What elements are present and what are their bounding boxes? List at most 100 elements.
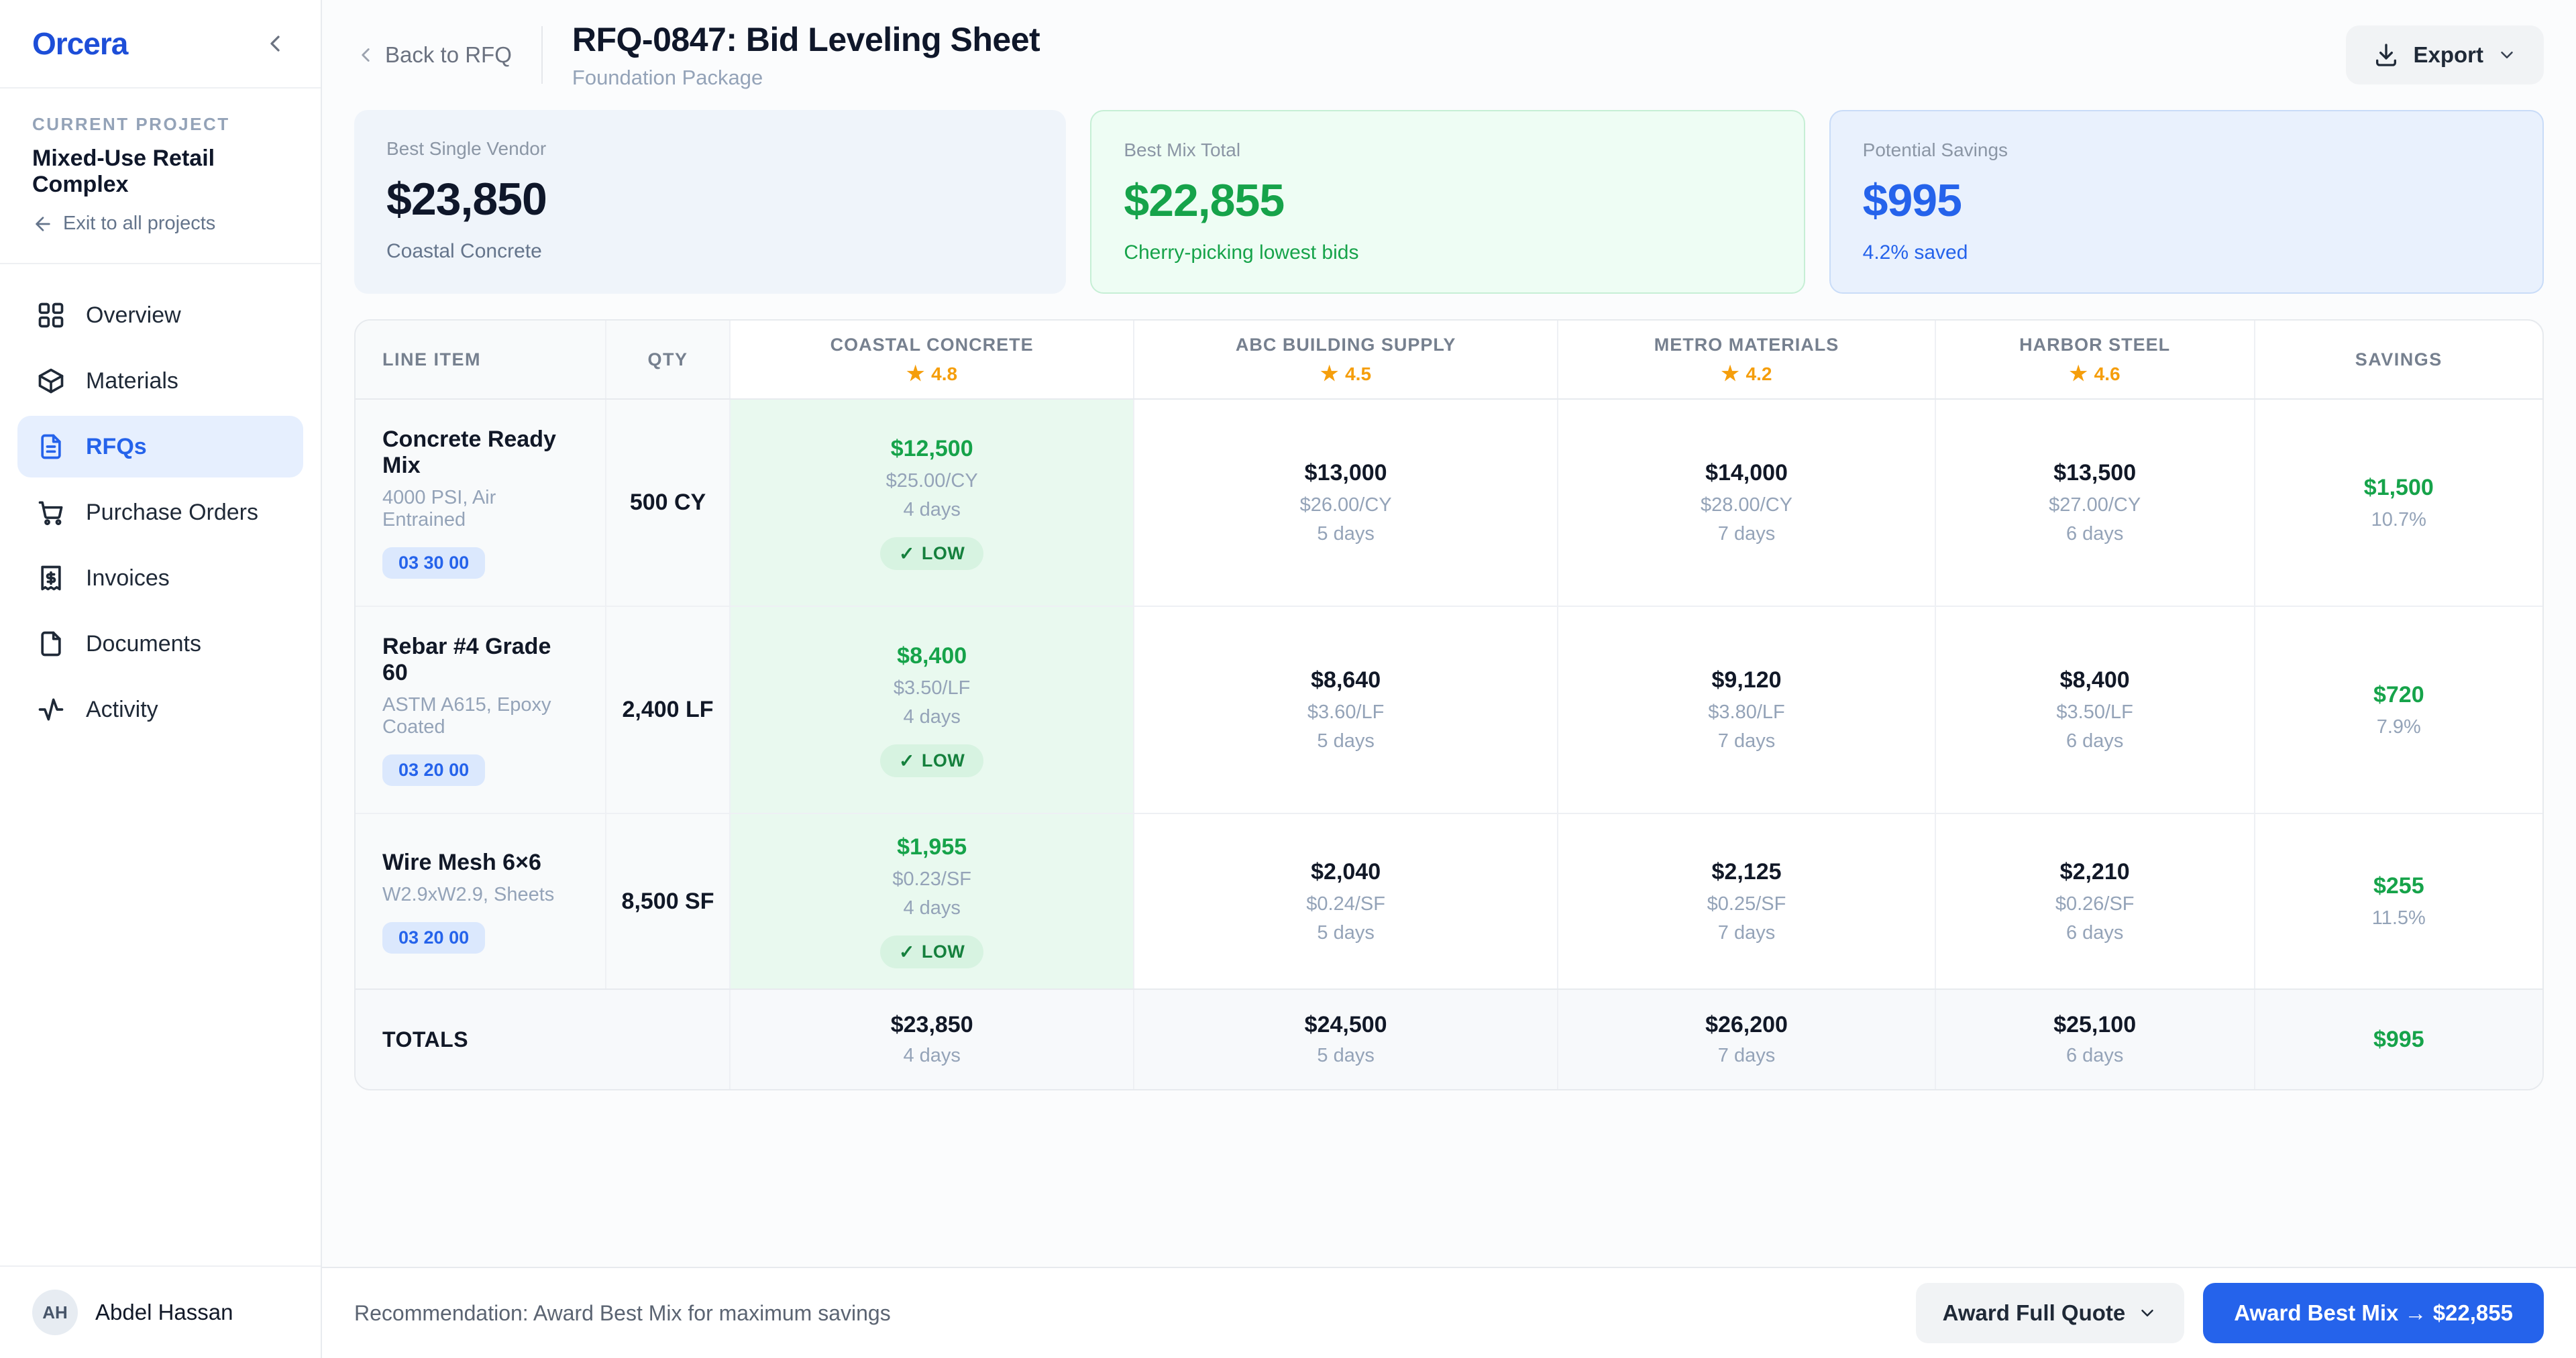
receipt-icon — [36, 563, 66, 593]
sidebar-item-invoices[interactable]: Invoices — [17, 547, 303, 609]
card-label: Best Single Vendor — [386, 138, 547, 159]
bid-lead-time: 7 days — [1717, 730, 1776, 752]
chevron-down-icon — [2137, 1303, 2157, 1323]
export-button[interactable]: Export — [2346, 25, 2544, 84]
card-label: Best Mix Total — [1124, 139, 1241, 160]
low-bid-badge: ✓ LOW — [879, 936, 984, 968]
award-best-mix-button[interactable]: Award Best Mix → $22,855 — [2203, 1283, 2544, 1343]
sidebar-item-documents[interactable]: Documents — [17, 613, 303, 675]
star-icon: ★ — [1320, 362, 1339, 385]
avatar: AH — [32, 1290, 78, 1335]
table-row-wire-mesh-6-6: Wire Mesh 6×6 W2.9xW2.9, Sheets 03 20 00… — [356, 813, 2542, 988]
download-icon — [2373, 42, 2400, 68]
sidebar-user[interactable]: AH Abdel Hassan — [0, 1265, 321, 1358]
line-item-spec: 4000 PSI, Air Entrained — [382, 487, 496, 530]
summary-cards: Best Single Vendor $23,850 Coastal Concr… — [322, 101, 2576, 294]
vendor-column-header-harbor-steel: HARBOR STEEL ★ 4.6 — [1934, 321, 2254, 398]
exit-projects-label: Exit to all projects — [63, 213, 216, 234]
table-header-row: LINE ITEM QTY COASTAL CONCRETE ★ 4.8 ABC… — [356, 321, 2542, 400]
sidebar-nav: Overview Materials RFQs Purchase Orders … — [0, 264, 321, 1265]
check-icon: ✓ — [898, 942, 915, 962]
vendor-column-header-coastal-concrete: COASTAL CONCRETE ★ 4.8 — [729, 321, 1132, 398]
bid-total: $8,640 — [1311, 667, 1381, 693]
csi-code-badge: 03 30 00 — [382, 547, 486, 579]
vendor-rating-value: 4.8 — [931, 363, 958, 384]
package-icon — [36, 366, 66, 396]
chevron-down-icon — [2497, 45, 2517, 65]
line-item-cell: Rebar #4 Grade 60 ASTM A615, Epoxy Coate… — [356, 607, 605, 813]
sidebar-collapse-button[interactable] — [262, 30, 288, 57]
totals-row: TOTALS $23,850 4 days $24,500 5 days $26… — [356, 988, 2542, 1089]
back-to-rfq-label: Back to RFQ — [385, 42, 512, 67]
savings-amount: $720 — [2373, 681, 2424, 708]
exit-projects-link[interactable]: Exit to all projects — [32, 213, 288, 235]
app-logo: Orcera — [32, 26, 128, 61]
line-item-name: Wire Mesh 6×6 — [382, 849, 541, 875]
activity-icon — [36, 695, 66, 724]
sidebar-item-rfqs[interactable]: RFQs — [17, 416, 303, 477]
summary-card-best-mix-total: Best Mix Total $22,855 Cherry-picking lo… — [1090, 110, 1805, 294]
bid-unit-price: $26.00/CY — [1299, 494, 1392, 516]
vendor-total-amount: $23,850 — [890, 1012, 973, 1037]
line-item-spec: ASTM A615, Epoxy Coated — [382, 694, 551, 738]
back-to-rfq-link[interactable]: Back to RFQ — [354, 42, 512, 68]
bid-cell: $13,000 $26.00/CY 5 days ✓ LOW — [1132, 400, 1557, 606]
bid-total: $14,000 — [1705, 460, 1788, 486]
page-header: Back to RFQ RFQ-0847: Bid Leveling Sheet… — [322, 0, 2576, 101]
csi-code-badge: 03 20 00 — [382, 921, 486, 954]
low-bid-label: LOW — [921, 543, 965, 563]
bid-leveling-table: LINE ITEM QTY COASTAL CONCRETE ★ 4.8 ABC… — [354, 319, 2544, 1090]
bid-unit-price: $3.60/LF — [1307, 701, 1385, 723]
bid-lead-time: 6 days — [2065, 523, 2124, 545]
bid-cell: $8,640 $3.60/LF 5 days ✓ LOW — [1132, 607, 1557, 813]
bid-lead-time: 6 days — [2065, 730, 2124, 752]
bid-lead-time: 5 days — [1317, 730, 1375, 752]
bid-total: $8,400 — [897, 642, 967, 669]
low-bid-badge: ✓ LOW — [879, 744, 984, 777]
vendor-column-header-metro-materials: METRO MATERIALS ★ 4.2 — [1557, 321, 1934, 398]
page-subtitle: Foundation Package — [572, 66, 763, 89]
bid-total: $1,955 — [897, 834, 967, 860]
sidebar-header: Orcera — [0, 0, 321, 89]
card-label: Potential Savings — [1862, 139, 2008, 160]
star-icon: ★ — [1721, 362, 1739, 385]
line-item-name: Rebar #4 Grade 60 — [382, 634, 551, 685]
bid-unit-price: $3.80/LF — [1708, 701, 1785, 723]
bid-lead-time: 4 days — [903, 897, 961, 919]
bid-cell: $1,955 $0.23/SF 4 days ✓ LOW — [729, 814, 1133, 988]
check-icon: ✓ — [898, 543, 915, 564]
bid-unit-price: $0.23/SF — [892, 868, 972, 890]
vendor-name: COASTAL CONCRETE — [830, 334, 1034, 355]
bid-unit-price: $3.50/LF — [893, 677, 971, 699]
bid-total: $2,210 — [2059, 858, 2130, 885]
bid-unit-price: $25.00/CY — [885, 469, 978, 492]
bid-unit-price: $27.00/CY — [2049, 494, 2141, 516]
sidebar-item-purchase-orders[interactable]: Purchase Orders — [17, 482, 303, 543]
low-bid-label: LOW — [921, 750, 965, 771]
main-content: Back to RFQ RFQ-0847: Bid Leveling Sheet… — [322, 0, 2576, 1358]
bid-lead-time: 7 days — [1717, 523, 1776, 545]
totals-label: TOTALS — [382, 1027, 469, 1052]
award-full-quote-button[interactable]: Award Full Quote — [1915, 1283, 2185, 1343]
project-name: Mixed-Use Retail Complex — [32, 146, 215, 197]
table-body: Concrete Ready Mix 4000 PSI, Air Entrain… — [356, 400, 2542, 988]
savings-cell: $255 11.5% — [2253, 814, 2542, 988]
line-item-cell: Concrete Ready Mix 4000 PSI, Air Entrain… — [356, 400, 605, 606]
bid-cell: $14,000 $28.00/CY 7 days ✓ LOW — [1557, 400, 1934, 606]
bid-total: $12,500 — [890, 435, 973, 461]
low-bid-badge: ✓ LOW — [879, 536, 984, 570]
vendor-total-amount: $24,500 — [1304, 1012, 1387, 1037]
vendor-rating: ★ 4.8 — [906, 363, 957, 385]
sidebar-item-overview[interactable]: Overview — [17, 284, 303, 346]
table-row-concrete-ready-mix: Concrete Ready Mix 4000 PSI, Air Entrain… — [356, 400, 2542, 606]
vendor-rating: ★ 4.6 — [2070, 363, 2121, 385]
vendor-rating-value: 4.5 — [1345, 363, 1372, 384]
current-project-label: CURRENT PROJECT — [32, 114, 230, 134]
bid-cell: $12,500 $25.00/CY 4 days ✓ LOW — [729, 400, 1133, 606]
vendor-total-lead: 6 days — [2065, 1045, 2124, 1066]
sidebar-item-activity[interactable]: Activity — [17, 679, 303, 740]
card-value: $23,850 — [386, 174, 547, 225]
sidebar-item-materials[interactable]: Materials — [17, 350, 303, 412]
savings-amount: $255 — [2373, 873, 2424, 899]
